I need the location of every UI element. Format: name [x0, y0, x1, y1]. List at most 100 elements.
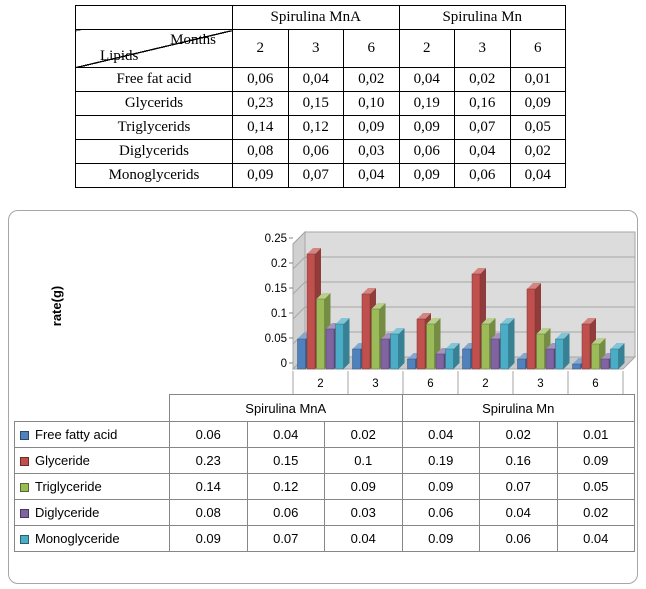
- group-header-spirulina-mna: Spirulina MnA: [232, 5, 400, 30]
- month-header-cell: 6: [343, 29, 400, 68]
- value-cell: 0,09: [398, 163, 456, 188]
- bar-front-face: [500, 323, 509, 370]
- bar-front-face: [325, 328, 335, 370]
- lipid-row-label: Triglycerids: [75, 115, 233, 140]
- bar-front-face: [526, 288, 536, 370]
- bar-side-face: [343, 318, 350, 369]
- value-cell: 0.02: [556, 499, 635, 526]
- value-cell: 0.16: [479, 447, 558, 474]
- bar-top-face: [371, 303, 386, 309]
- value-cell: 0.03: [324, 499, 403, 526]
- value-cell: 0.09: [401, 525, 480, 552]
- value-cell: 0,02: [509, 139, 567, 164]
- bar-front-face: [390, 333, 399, 370]
- bar-side-face: [563, 333, 570, 369]
- bar-side-face: [398, 328, 405, 369]
- lipids-summary-table: Spirulina MnA Spirulina Mn Months Lipids 2 3 6…: [75, 5, 567, 188]
- bar-front-face: [435, 353, 445, 370]
- value-cell: 0,16: [454, 91, 511, 116]
- bar-front-face: [591, 343, 600, 370]
- bar-front-face: [600, 358, 610, 370]
- value-cell: 0.04: [556, 525, 635, 552]
- bar-side-face: [508, 318, 515, 369]
- bar-monoglyceride: [610, 343, 625, 370]
- value-cell: 0.07: [479, 473, 558, 500]
- plot-area: 0 0.05 0.1 0.15 0.2 0.25 2 3 6 2 3 6: [265, 230, 637, 394]
- value-cell: 0,01: [509, 67, 567, 92]
- value-cell: 0.19: [401, 447, 480, 474]
- chart-table-row: Free fatty acid 0.06 0.04 0.02 0.04 0.02 0.01: [14, 421, 635, 448]
- back-wall: [304, 231, 636, 358]
- month-header-cell: 2: [398, 29, 456, 68]
- blank-cell: [15, 395, 170, 422]
- header-row-months: Months Lipids 2 3 6 2 3 6: [75, 29, 567, 68]
- value-cell: 0.02: [479, 421, 558, 448]
- gridline-side: [292, 281, 306, 295]
- bar-front-face: [471, 273, 481, 370]
- gridline-side: [292, 256, 306, 270]
- bar-top-face: [335, 318, 350, 324]
- bar-top-face: [527, 283, 541, 289]
- value-cell: 0,04: [398, 67, 456, 92]
- bar-top-face: [591, 338, 606, 344]
- lipid-row-label: Monoglycerids: [75, 163, 233, 188]
- category-label: 2: [482, 378, 488, 390]
- value-cell: 0,06: [398, 139, 456, 164]
- bar-front-face: [517, 358, 526, 370]
- value-cell: 0.09: [169, 525, 248, 552]
- value-cell: 0.04: [401, 421, 480, 448]
- month-header-cell: 6: [509, 29, 567, 68]
- bar-top-face: [536, 328, 551, 334]
- bar-front-face: [545, 348, 555, 370]
- chart-table-row: Glyceride 0.23 0.15 0.1 0.19 0.16 0.09: [14, 447, 635, 474]
- bar-top-face: [445, 343, 460, 349]
- bar-top-face: [481, 318, 496, 324]
- chart-group-header-spirulina-mn: Spirulina Mn: [401, 394, 635, 422]
- legend-cell: Diglyceride: [14, 499, 170, 526]
- value-cell: 0.09: [556, 447, 635, 474]
- value-cell: 0.08: [169, 499, 248, 526]
- bar-monoglyceride: [390, 328, 405, 370]
- gridline-side: [292, 231, 306, 245]
- bar-front-face: [610, 348, 619, 370]
- value-cell: 0,05: [509, 115, 567, 140]
- value-cell: 0,19: [398, 91, 456, 116]
- category-label: 3: [372, 378, 378, 390]
- value-cell: 0,09: [232, 163, 289, 188]
- bar-front-face: [361, 293, 371, 370]
- gridline-side: [292, 306, 306, 320]
- series-label: Free fatty acid: [35, 427, 118, 442]
- value-cell: 0.05: [556, 473, 635, 500]
- value-cell: 0,02: [343, 67, 400, 92]
- bar-front-face: [306, 253, 316, 370]
- value-cell: 0.14: [169, 473, 248, 500]
- y-tick-label: 0.15: [265, 283, 287, 295]
- header-row-groups: Spirulina MnA Spirulina Mn: [75, 5, 567, 30]
- value-cell: 0,06: [232, 67, 289, 92]
- bar-side-face: [618, 343, 625, 369]
- value-cell: 0.15: [246, 447, 325, 474]
- series-label: Monoglyceride: [35, 531, 120, 546]
- series-label: Diglyceride: [35, 505, 100, 520]
- value-cell: 0,04: [287, 67, 344, 92]
- bar-front-face: [352, 348, 361, 370]
- table-row: Diglycerids 0,08 0,06 0,03 0,06 0,04 0,02: [75, 139, 567, 164]
- y-tick-label: 0.1: [271, 308, 287, 320]
- bar-front-face: [581, 323, 591, 370]
- bar-front-face: [297, 338, 306, 370]
- value-cell: 0,08: [232, 139, 289, 164]
- months-lipids-corner-cell: Months Lipids: [75, 29, 233, 68]
- y-axis-title: rate(g): [49, 286, 64, 326]
- legend-cell: Triglyceride: [14, 473, 170, 500]
- value-cell: 0.07: [246, 525, 325, 552]
- legend-cell: Glyceride: [14, 447, 170, 474]
- value-cell: 0,09: [509, 91, 567, 116]
- bar-top-face: [555, 333, 570, 339]
- value-cell: 0,14: [232, 115, 289, 140]
- value-cell: 0,07: [454, 115, 511, 140]
- value-cell: 0.06: [401, 499, 480, 526]
- bar-front-face: [335, 323, 344, 370]
- bar-front-face: [555, 338, 564, 370]
- value-cell: 0,12: [287, 115, 344, 140]
